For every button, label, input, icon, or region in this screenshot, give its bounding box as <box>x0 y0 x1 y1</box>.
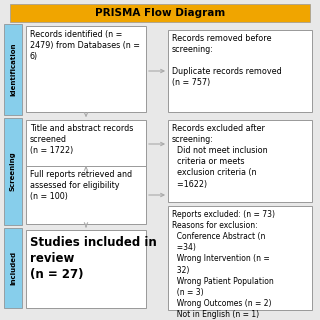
Text: Screening: Screening <box>10 151 16 191</box>
Text: Full reports retrieved and
assessed for eligibility
(n = 100): Full reports retrieved and assessed for … <box>30 170 132 201</box>
Bar <box>168 30 312 112</box>
Bar <box>10 4 310 22</box>
Bar <box>4 228 22 308</box>
Text: Included: Included <box>10 251 16 285</box>
Text: Reports excluded: (n = 73)
Reasons for exclusion:
  Conference Abstract (n
  =34: Reports excluded: (n = 73) Reasons for e… <box>172 210 275 320</box>
Text: Title and abstract records
screened
(n = 1722): Title and abstract records screened (n =… <box>30 124 133 155</box>
Bar <box>26 230 146 308</box>
Text: Records excluded after
screening:
  Did not meet inclusion
  criteria or meets
 : Records excluded after screening: Did no… <box>172 124 268 188</box>
Bar <box>4 118 22 225</box>
Bar <box>26 26 146 112</box>
Bar <box>168 120 312 202</box>
Bar <box>26 120 146 168</box>
Bar <box>26 166 146 224</box>
Bar <box>168 206 312 310</box>
Text: PRISMA Flow Diagram: PRISMA Flow Diagram <box>95 8 225 18</box>
Text: Studies included in
review
(n = 27): Studies included in review (n = 27) <box>30 236 157 281</box>
Bar <box>4 24 22 115</box>
Text: Records identified (n =
2479) from Databases (n =
6): Records identified (n = 2479) from Datab… <box>30 30 140 61</box>
Text: Records removed before
screening:

Duplicate records removed
(n = 757): Records removed before screening: Duplic… <box>172 34 282 87</box>
Text: Identification: Identification <box>10 42 16 96</box>
